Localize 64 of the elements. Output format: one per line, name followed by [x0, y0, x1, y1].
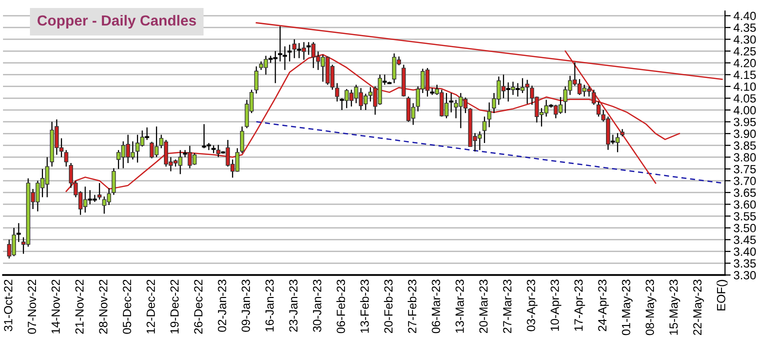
candlestick: [487, 102, 492, 128]
x-tick-label: 02-Jan-23: [218, 280, 226, 332]
x-tick-label: 09-Jan-23: [242, 280, 250, 332]
candlestick: [112, 168, 116, 196]
y-tick-label: 3.45: [734, 236, 756, 244]
x-tick-label: 22-May-23: [693, 280, 704, 335]
x-tick-label: 17-Apr-23: [574, 280, 586, 331]
x-tick-label: 05-Dec-22: [122, 280, 132, 334]
candlestick: [64, 150, 68, 168]
candlestick: [596, 100, 601, 118]
y-tick-label: 3.70: [734, 176, 756, 186]
y-tick-label: 4.25: [734, 47, 756, 56]
x-tick-label: 03-Apr-23: [526, 280, 538, 332]
y-tick-label: 4.15: [734, 70, 756, 80]
y-tick-label: 3.50: [734, 224, 756, 232]
x-tick-label: 16-Jan-23: [265, 280, 274, 332]
y-tick-label: 4.00: [734, 106, 756, 114]
x-tick-label: 26-Dec-22: [194, 280, 202, 334]
x-tick-label: 08-May-23: [646, 280, 656, 336]
x-tick-label: 10-Apr-23: [550, 280, 562, 331]
candlestick: [254, 66, 258, 94]
x-tick-label: EOF(): [716, 280, 728, 310]
x-tick-label: 27-Mar-23: [503, 280, 512, 334]
x-tick-label: 14-Nov-22: [52, 280, 60, 334]
y-tick-label: 4.20: [734, 58, 756, 68]
x-tick-label: 23-Jan-23: [289, 280, 298, 332]
y-tick-label: 3.30: [734, 271, 756, 280]
y-tick-label: 3.90: [734, 130, 756, 138]
y-tick-label: 4.35: [734, 24, 756, 32]
x-tick-label: 31-Oct-22: [4, 280, 12, 332]
x-tick-label: 28-Nov-22: [99, 280, 108, 334]
y-tick-label: 4.10: [734, 82, 756, 91]
x-tick-label: 12-Dec-22: [146, 280, 155, 334]
candlestick: [592, 89, 596, 106]
y-tick-label: 3.35: [734, 259, 756, 268]
x-tick-label: 15-May-23: [669, 280, 680, 335]
x-tick-label: 30-Jan-23: [312, 280, 322, 332]
y-tick-label: 3.40: [734, 247, 756, 256]
x-tick-label: 19-Dec-22: [170, 280, 179, 334]
chart-title: Copper - Daily Candles: [38, 14, 196, 29]
y-tick-label: 3.55: [734, 212, 756, 220]
x-tick-label: 07-Nov-22: [28, 280, 36, 334]
y-tick-label: 3.95: [734, 118, 756, 126]
y-tick-label: 4.40: [734, 12, 756, 20]
y-tick-label: 3.80: [734, 153, 756, 162]
candlestick: [482, 116, 487, 144]
x-tick-label: 24-Apr-23: [598, 280, 609, 332]
y-tick-label: 3.75: [734, 164, 756, 174]
x-tick-label: 20-Mar-23: [479, 280, 488, 334]
candlestick: [335, 82, 340, 102]
candlestick: [240, 126, 244, 154]
x-tick-label: 01-May-23: [622, 280, 633, 336]
y-tick-label: 3.60: [734, 200, 756, 209]
y-tick-label: 3.65: [734, 188, 756, 197]
y-tick-label: 4.30: [734, 35, 756, 44]
x-tick-label: 06-Mar-23: [432, 280, 440, 334]
x-tick-label: 13-Feb-23: [360, 280, 369, 333]
x-tick-label: 21-Nov-22: [75, 280, 84, 334]
y-tick-label: 4.05: [734, 94, 756, 103]
x-tick-label: 06-Feb-23: [336, 280, 346, 334]
x-tick-label: 20-Feb-23: [384, 280, 393, 334]
y-tick-label: 3.85: [734, 141, 756, 150]
x-tick-label: 13-Mar-23: [456, 280, 464, 333]
x-tick-label: 27-Feb-23: [408, 280, 416, 334]
